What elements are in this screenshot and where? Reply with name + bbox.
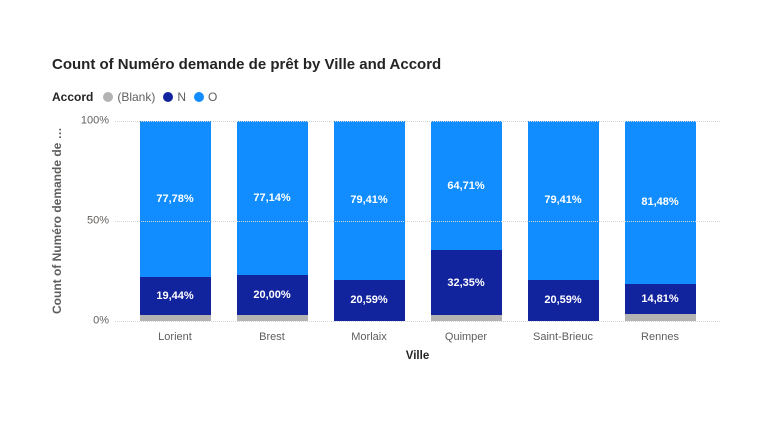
x-axis-labels: Lorient Brest Morlaix Quimper Saint-Brieuc Re… [115, 331, 720, 343]
data-label: 20,00% [253, 289, 291, 302]
legend-color-dot [163, 92, 174, 102]
data-label: 81,48% [641, 196, 679, 209]
bar-segment-rennes-o[interactable]: 81,48% [624, 121, 696, 284]
bar-quimper[interactable]: 64,71% 32,35% [430, 121, 502, 321]
bar-rennes[interactable]: 81,48% 14,81% [624, 121, 696, 321]
legend: Accord (Blank) N O [52, 90, 217, 104]
bar-segment-saint-brieuc-n[interactable]: 20,59% [527, 279, 599, 321]
bar-segment-rennes-blank[interactable] [624, 313, 696, 321]
gridline-0 [115, 321, 720, 322]
bar-segment-quimper-o[interactable]: 64,71% [430, 121, 502, 251]
legend-item-label: N [177, 90, 187, 104]
bar-segment-lorient-n[interactable]: 19,44% [139, 276, 211, 316]
data-label: 64,71% [447, 179, 485, 192]
x-label-saint-brieuc: Saint-Brieuc [533, 331, 593, 343]
bar-segment-rennes-n[interactable]: 14,81% [624, 283, 696, 314]
x-label-brest: Brest [259, 331, 285, 343]
data-label: 20,59% [350, 294, 388, 307]
bar-morlaix[interactable]: 79,41% 20,59% [333, 121, 405, 321]
data-label: 14,81% [641, 292, 679, 305]
legend-items: (Blank) N O [103, 90, 217, 104]
bar-saint-brieuc[interactable]: 79,41% 20,59% [527, 121, 599, 321]
data-label: 19,44% [156, 289, 194, 302]
legend-title: Accord [52, 90, 94, 104]
bar-segment-lorient-blank[interactable] [139, 315, 211, 321]
bar-segment-brest-blank[interactable] [236, 315, 308, 321]
data-label: 79,41% [544, 194, 582, 207]
legend-item-label: (Blank) [117, 90, 156, 104]
gridline-50 [115, 221, 720, 222]
legend-item-o[interactable]: O [194, 90, 217, 104]
data-label: 20,59% [544, 294, 582, 307]
x-label-rennes: Rennes [641, 331, 679, 343]
bar-segment-quimper-n[interactable]: 32,35% [430, 250, 502, 316]
gridline-100 [115, 121, 720, 122]
legend-item-blank[interactable]: (Blank) [103, 90, 155, 104]
legend-item-label: O [208, 90, 218, 104]
data-label: 77,78% [156, 192, 194, 205]
legend-color-dot [103, 92, 114, 102]
bar-segment-quimper-blank[interactable] [430, 315, 502, 321]
bar-segment-brest-n[interactable]: 20,00% [236, 275, 308, 316]
data-label: 77,14% [253, 192, 291, 205]
y-axis-title: Count of Numéro demande de … [50, 127, 64, 315]
plot-area: 77,78% 19,44% 77,14% 20,00% 79,41% 20,59% 64,7… [81, 114, 720, 326]
legend-color-dot [194, 92, 205, 102]
x-label-morlaix: Morlaix [351, 331, 387, 343]
bar-segment-lorient-o[interactable]: 77,78% [139, 121, 211, 277]
bar-segment-saint-brieuc-o[interactable]: 79,41% [527, 121, 599, 280]
y-tick-100: 100% [80, 114, 109, 127]
chart-title: Count of Numéro demande de prêt by Ville… [52, 56, 442, 73]
bar-brest[interactable]: 77,14% 20,00% [236, 121, 308, 321]
x-axis-title: Ville [405, 350, 430, 362]
bar-segment-morlaix-o[interactable]: 79,41% [333, 121, 405, 280]
y-tick-0: 0% [93, 314, 109, 327]
bar-segment-morlaix-n[interactable]: 20,59% [333, 279, 405, 321]
x-label-quimper: Quimper [444, 331, 488, 343]
data-label: 32,35% [447, 276, 485, 289]
x-label-lorient: Lorient [158, 331, 192, 343]
bar-segment-brest-o[interactable]: 77,14% [236, 121, 308, 276]
y-tick-50: 50% [86, 214, 109, 227]
data-label: 79,41% [350, 194, 388, 207]
legend-item-n[interactable]: N [163, 90, 186, 104]
bars-container: 77,78% 19,44% 77,14% 20,00% 79,41% 20,59% 64,7… [115, 121, 720, 321]
bar-lorient[interactable]: 77,78% 19,44% [139, 121, 211, 321]
